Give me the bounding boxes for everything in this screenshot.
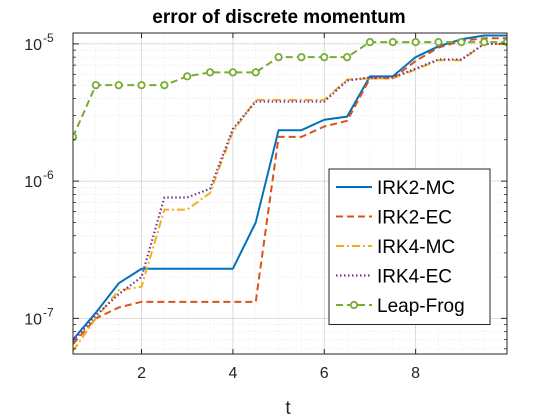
data-point-leap-frog bbox=[388, 38, 397, 47]
legend-label-irk2-ec: IRK2-EC bbox=[377, 208, 452, 229]
series-line-irk4-ec bbox=[73, 42, 507, 343]
data-point-leap-frog bbox=[114, 81, 123, 90]
series-line-irk2-ec bbox=[73, 37, 507, 345]
data-point-leap-frog bbox=[274, 53, 283, 62]
data-point-leap-frog bbox=[91, 81, 100, 90]
legend: IRK2-MC IRK2-EC IRK4-MC IRK4-EC Leap-Frog bbox=[328, 168, 491, 325]
y-tick-label: 10 bbox=[24, 311, 42, 328]
x-axis-label: t bbox=[285, 398, 291, 419]
series-line-leap-frog bbox=[73, 41, 507, 138]
data-point-leap-frog bbox=[457, 38, 466, 47]
x-tick-label: 8 bbox=[411, 365, 420, 382]
x-tick-label: 4 bbox=[228, 365, 237, 382]
y-tick-label: 10 bbox=[24, 174, 42, 191]
legend-label-irk4-mc: IRK4-MC bbox=[377, 237, 455, 258]
data-point-leap-frog bbox=[251, 68, 260, 77]
series-line-irk2-mc bbox=[73, 34, 507, 341]
legend-marker-leap-frog bbox=[349, 300, 359, 310]
x-tick-label: 2 bbox=[137, 365, 146, 382]
y-tick-label-exponent: -6 bbox=[43, 168, 54, 182]
data-point-leap-frog bbox=[343, 53, 352, 62]
legend-label-irk4-ec: IRK4-EC bbox=[377, 267, 452, 288]
data-point-leap-frog bbox=[160, 81, 169, 90]
data-point-leap-frog bbox=[365, 38, 375, 47]
plot-frame bbox=[72, 32, 508, 355]
y-tick-label-exponent: -5 bbox=[43, 31, 54, 45]
data-point-leap-frog bbox=[137, 81, 146, 90]
legend-label-irk2-mc: IRK2-MC bbox=[377, 178, 455, 199]
legend-label-leap-frog: Leap-Frog bbox=[377, 296, 465, 317]
x-tick-label: 6 bbox=[320, 365, 329, 382]
data-point-leap-frog bbox=[480, 38, 489, 47]
axis-layer: 2 4 6 810-710-610-5 bbox=[24, 31, 507, 382]
data-point-leap-frog bbox=[320, 53, 329, 62]
series-layer bbox=[73, 34, 507, 352]
chart-title: error of discrete momentum bbox=[152, 7, 405, 28]
y-tick-label: 10 bbox=[24, 37, 42, 54]
data-point-leap-frog bbox=[228, 68, 237, 77]
data-point-leap-frog bbox=[183, 72, 192, 81]
series-line-irk4-mc bbox=[73, 42, 507, 352]
data-point-leap-frog bbox=[411, 38, 420, 47]
data-point-leap-frog bbox=[434, 38, 443, 47]
y-tick-label-exponent: -7 bbox=[43, 305, 54, 319]
data-point-leap-frog bbox=[297, 53, 306, 62]
data-point-leap-frog bbox=[205, 68, 215, 77]
